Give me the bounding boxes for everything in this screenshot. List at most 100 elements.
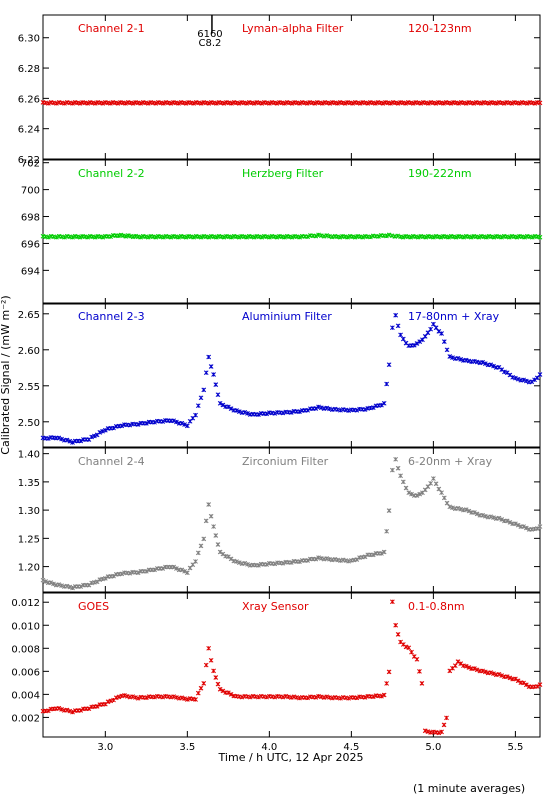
data-point	[417, 668, 422, 674]
data-point	[417, 491, 423, 497]
data-point	[395, 101, 401, 106]
data-point	[211, 668, 216, 674]
data-point	[386, 669, 392, 675]
data-point	[102, 427, 108, 433]
data-point	[64, 437, 70, 443]
data-point	[463, 507, 469, 512]
data-point	[208, 657, 214, 663]
data-point	[406, 645, 412, 651]
data-point	[59, 583, 64, 588]
data-point	[78, 708, 84, 713]
y-tick-label: 2.55	[18, 382, 40, 393]
data-point	[346, 408, 351, 414]
data-point	[176, 101, 181, 106]
data-point	[425, 101, 431, 106]
data-point	[102, 576, 108, 581]
y-tick-label: 1.35	[18, 478, 40, 489]
data-point	[168, 101, 174, 106]
data-point	[428, 326, 434, 332]
data-point	[100, 101, 106, 106]
data-point	[523, 525, 529, 531]
data-point	[463, 663, 469, 669]
data-point	[203, 662, 209, 668]
data-point	[350, 101, 355, 106]
data-point	[127, 422, 133, 428]
data-point	[242, 409, 248, 415]
data-point	[48, 580, 54, 585]
data-point	[523, 682, 529, 688]
data-point	[472, 510, 477, 515]
data-point	[338, 558, 343, 564]
data-point	[183, 234, 189, 240]
data-point	[386, 508, 392, 513]
data-point	[242, 560, 248, 566]
data-point	[507, 519, 513, 525]
y-tick-label: 700	[21, 186, 40, 197]
data-point	[513, 676, 518, 682]
series-2	[40, 232, 543, 240]
data-point	[439, 331, 444, 336]
data-point	[534, 526, 540, 531]
data-point	[213, 382, 219, 387]
data-point	[537, 100, 543, 106]
data-point	[423, 234, 429, 240]
data-point	[198, 234, 204, 240]
data-point	[376, 234, 381, 239]
data-point	[94, 704, 100, 709]
data-point	[182, 568, 187, 574]
data-point	[521, 377, 526, 383]
data-point	[327, 101, 333, 106]
data-point	[395, 632, 401, 637]
data-point	[428, 480, 434, 486]
data-point	[206, 645, 212, 651]
data-point	[482, 361, 488, 366]
data-point	[289, 234, 295, 240]
data-point	[504, 674, 510, 679]
data-point	[372, 101, 378, 106]
data-point	[447, 504, 453, 510]
data-point	[234, 559, 239, 564]
data-point	[362, 695, 368, 700]
data-point	[439, 729, 444, 735]
data-point	[280, 694, 286, 700]
data-point	[537, 372, 543, 377]
data-point	[78, 584, 84, 589]
y-tick-label: 0.006	[11, 667, 40, 678]
data-point	[214, 101, 219, 106]
data-point	[337, 234, 343, 240]
data-point	[433, 325, 439, 331]
data-point	[198, 543, 204, 549]
panel-1: 6.22 6.24 6.26 6.28 6.30 Channel 2-1 Lyman-alp…	[18, 14, 543, 166]
data-point	[507, 675, 513, 681]
data-point	[213, 675, 219, 680]
data-point	[335, 101, 340, 106]
data-point	[105, 699, 111, 705]
data-point	[183, 101, 189, 106]
data-point	[92, 433, 97, 439]
data-point	[195, 690, 201, 696]
series-5	[40, 599, 543, 736]
data-point	[198, 685, 204, 691]
data-point	[514, 234, 520, 240]
data-point	[217, 400, 223, 406]
data-point	[236, 101, 242, 106]
data-point	[77, 101, 83, 106]
data-point	[135, 422, 141, 427]
data-point	[365, 101, 371, 106]
data-point	[280, 410, 286, 416]
data-point	[496, 515, 502, 521]
data-point	[288, 410, 294, 415]
data-point	[264, 411, 269, 417]
data-point	[86, 706, 92, 712]
data-point	[466, 665, 472, 670]
data-point	[386, 362, 392, 368]
data-point	[463, 101, 469, 106]
data-point	[370, 405, 376, 411]
data-point	[491, 234, 497, 240]
data-point	[501, 101, 507, 106]
data-point	[496, 671, 502, 677]
data-point	[221, 234, 227, 240]
data-point	[447, 354, 453, 359]
panel-2: 694 696 698 700 702 Channel 2-2 Herzberg Filte…	[21, 159, 543, 305]
data-point	[458, 506, 464, 512]
